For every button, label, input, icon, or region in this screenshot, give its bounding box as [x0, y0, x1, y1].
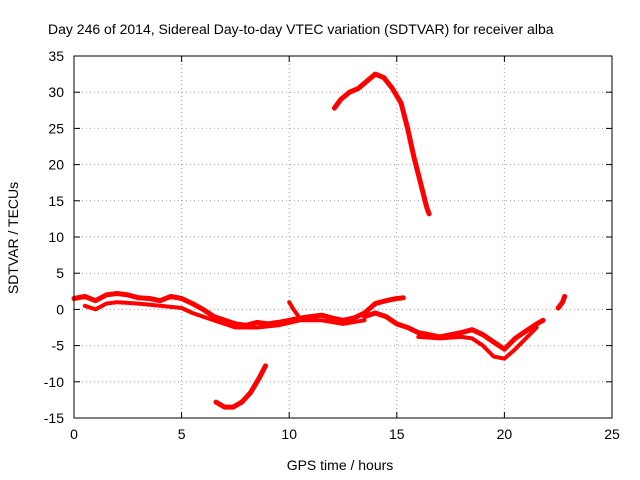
series-short-segment-10h — [287, 300, 300, 318]
chart-title: Day 246 of 2014, Sidereal Day-to-day VTE… — [48, 21, 554, 37]
y-tick-label: -5 — [52, 338, 65, 354]
series-end-segment — [555, 293, 568, 311]
x-axis-label: GPS time / hours — [287, 457, 394, 473]
y-tick-label: 35 — [48, 48, 64, 64]
y-tick-label: 25 — [48, 120, 64, 136]
y-tick-label: -15 — [44, 410, 64, 426]
x-tick-label: 15 — [389, 426, 405, 442]
series-afternoon-band-lower — [416, 325, 539, 361]
series-layer — [71, 71, 568, 410]
y-tick-label: 10 — [48, 229, 64, 245]
y-tick-label: 0 — [56, 301, 64, 317]
x-tick-label: 10 — [281, 426, 297, 442]
x-tick-label: 5 — [178, 426, 186, 442]
series-peak-segment — [331, 71, 432, 217]
x-tick-label: 20 — [497, 426, 513, 442]
y-tick-label: 15 — [48, 193, 64, 209]
series-afternoon-band — [362, 310, 546, 352]
series-dip-segment — [213, 363, 268, 410]
y-tick-label: 20 — [48, 157, 64, 173]
series-main-band — [71, 291, 406, 328]
grid — [74, 56, 612, 418]
series-main-band-lower — [82, 300, 367, 330]
x-tick-label: 0 — [70, 426, 78, 442]
x-tick-label: 25 — [604, 426, 620, 442]
y-tick-label: 30 — [48, 84, 64, 100]
y-tick-label: -10 — [44, 374, 64, 390]
y-axis-label: SDTVAR / TECUs — [5, 182, 21, 294]
y-tick-label: 5 — [56, 265, 64, 281]
ticks-layer: 0 5 10 15 20 25 -15 -10 -5 0 5 10 15 20 25 30 35 — [44, 48, 620, 442]
